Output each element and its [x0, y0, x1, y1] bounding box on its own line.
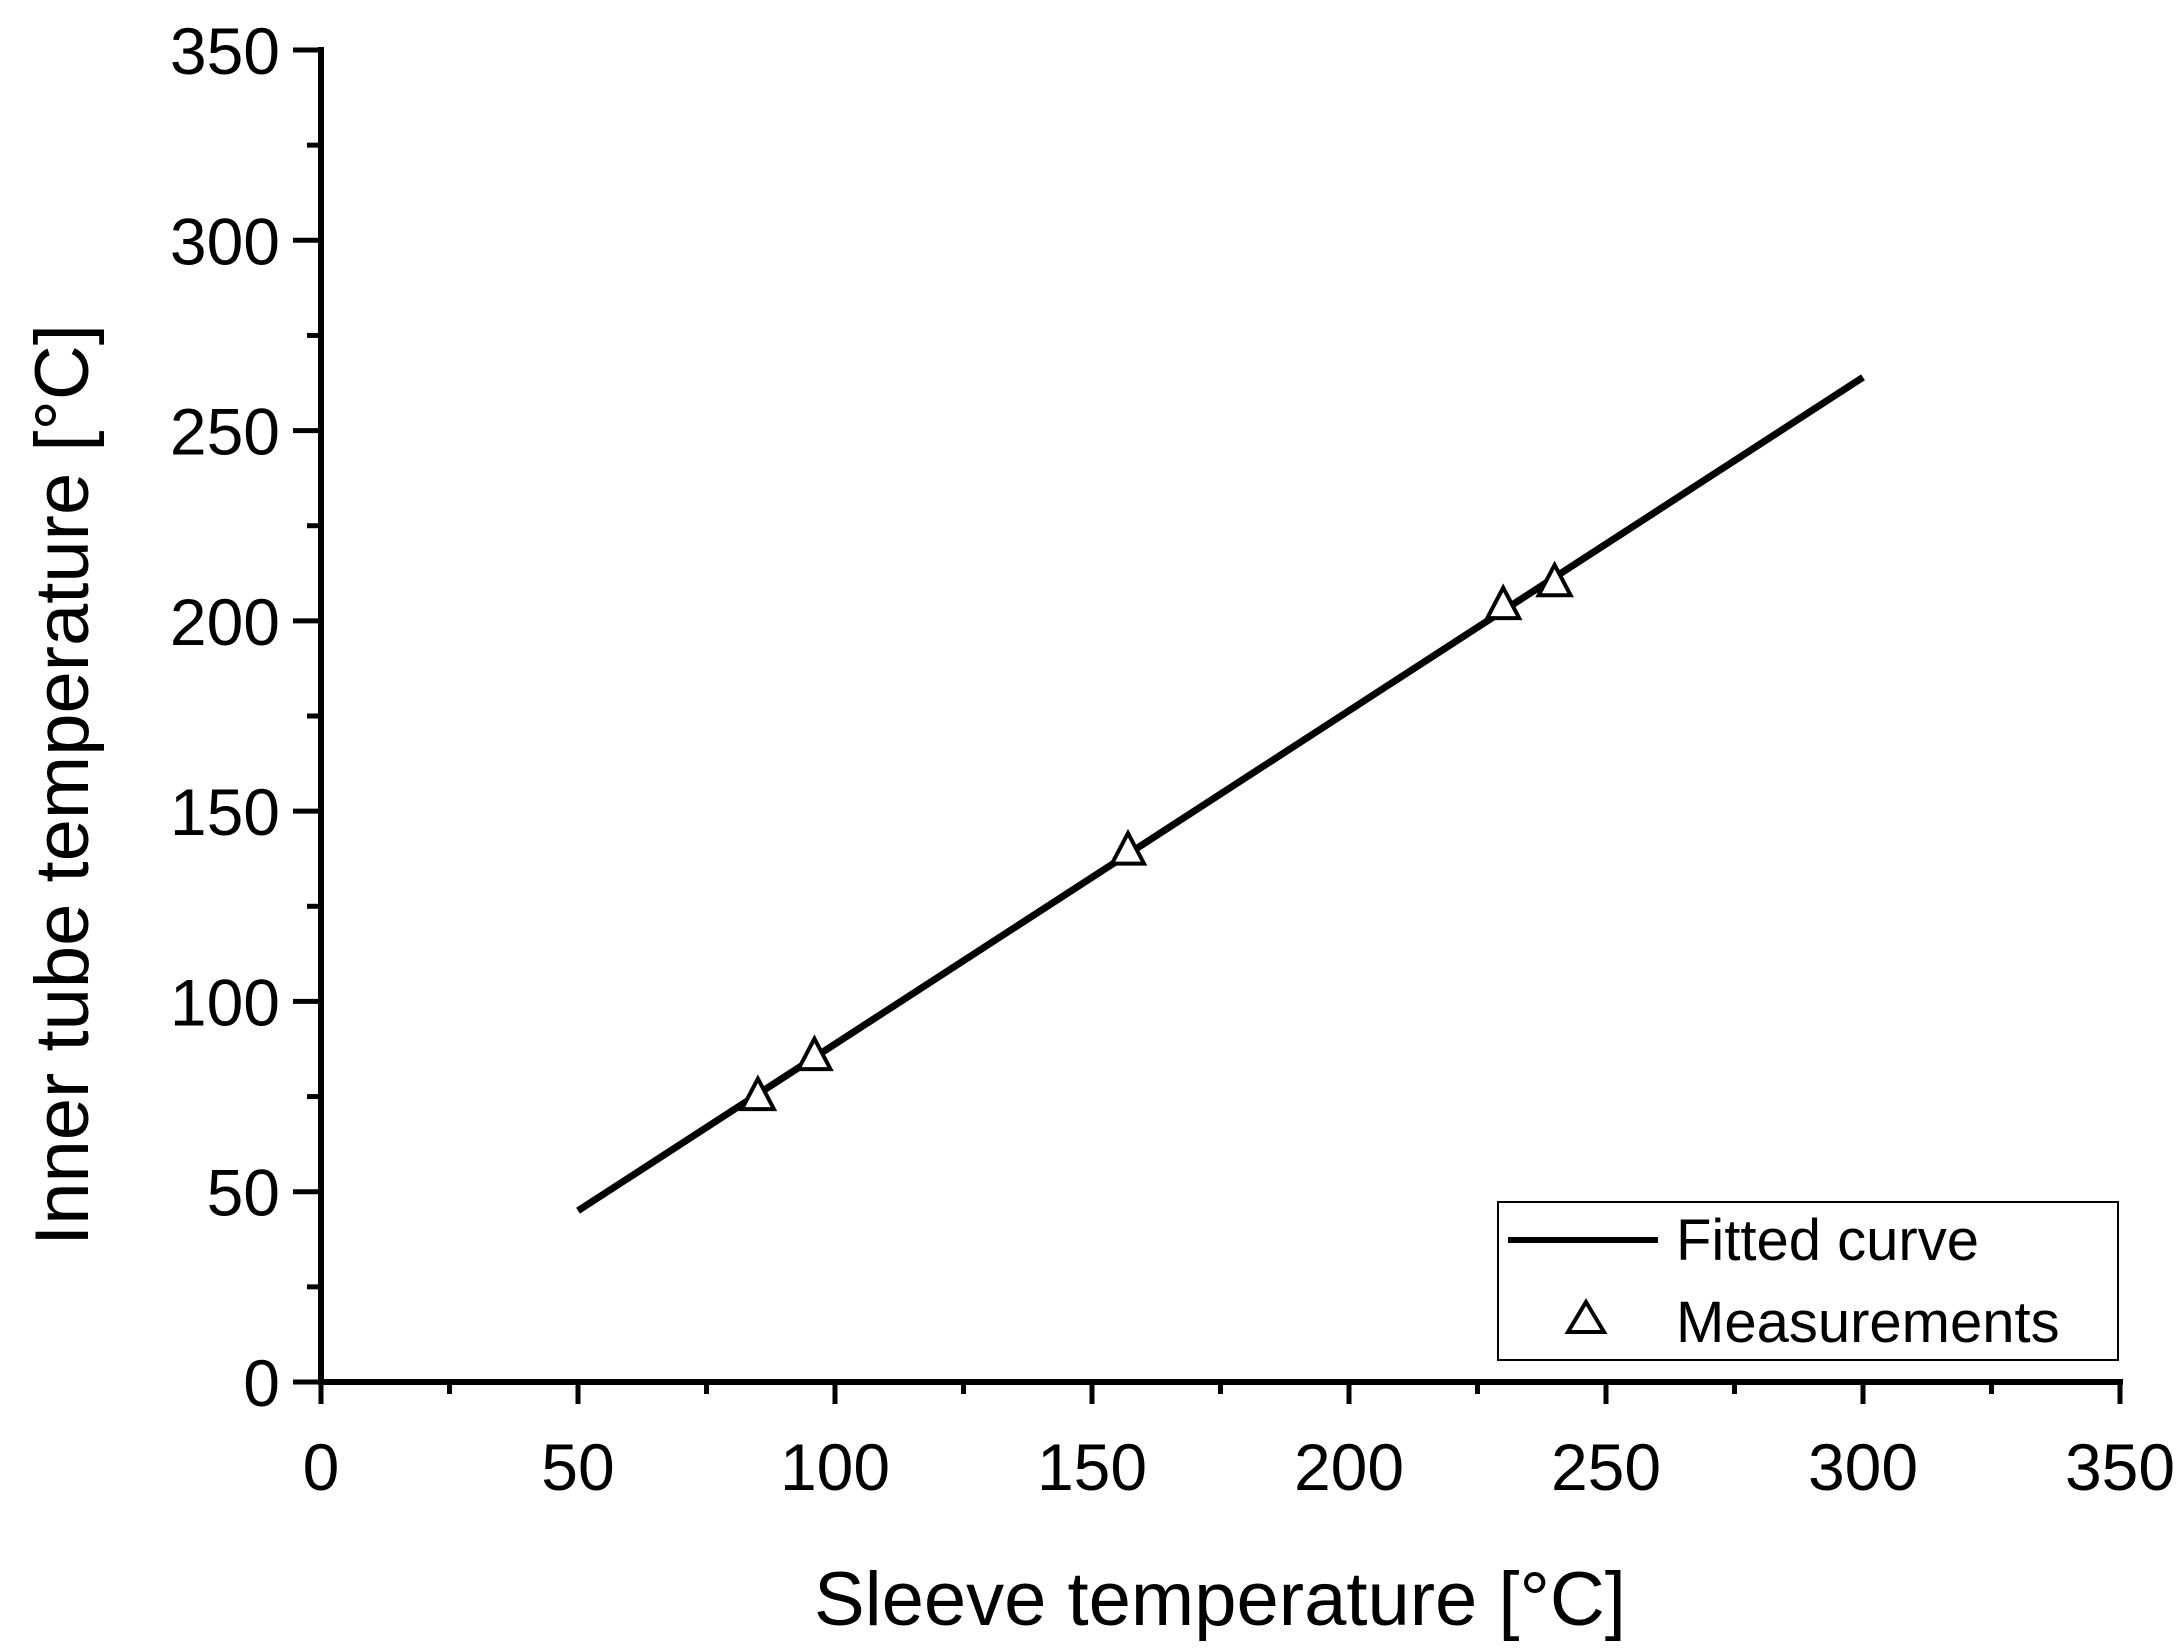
x-tick-label: 200 — [1294, 1430, 1404, 1504]
x-tick-label: 350 — [2065, 1430, 2175, 1504]
y-tick-label: 50 — [207, 1156, 280, 1230]
fitted-curve-line — [576, 374, 1865, 1214]
y-tick-label: 200 — [170, 585, 280, 659]
x-tick-label: 100 — [780, 1430, 890, 1504]
y-ticks: 0 50 100 150 200 250 300 350 — [170, 14, 321, 1420]
plot-area — [576, 374, 1865, 1214]
measurement-point — [1483, 583, 1523, 621]
measurement-point — [738, 1074, 778, 1112]
axes — [318, 47, 2123, 1385]
x-tick-label: 150 — [1037, 1430, 1147, 1504]
y-tick-label: 250 — [170, 395, 280, 469]
measurement-point — [1108, 828, 1148, 866]
x-axis-title: Sleeve temperature [°C] — [814, 1557, 1626, 1642]
measurement-point — [795, 1034, 834, 1072]
x-tick-label: 300 — [1808, 1430, 1918, 1504]
x-tick-label: 50 — [541, 1430, 614, 1504]
x-tick-label: 0 — [303, 1430, 340, 1504]
y-tick-label: 150 — [170, 775, 280, 849]
x-ticks: 0 50 100 150 200 250 300 350 — [303, 1382, 2175, 1504]
x-tick-label: 250 — [1551, 1430, 1661, 1504]
legend-label-measurements: Measurements — [1676, 1290, 2060, 1355]
y-tick-label: 100 — [170, 965, 280, 1039]
legend-triangle-marker — [1564, 1298, 1608, 1334]
measurement-point — [1535, 560, 1574, 598]
y-tick-label: 0 — [243, 1346, 280, 1420]
legend: Fitted curve Measurements — [1497, 1201, 2119, 1361]
y-axis-title: Inner tube temperature [°C] — [20, 324, 105, 1246]
legend-label-fitted-curve: Fitted curve — [1676, 1208, 1979, 1273]
y-tick-label: 350 — [170, 14, 280, 88]
y-tick-label: 300 — [170, 204, 280, 278]
